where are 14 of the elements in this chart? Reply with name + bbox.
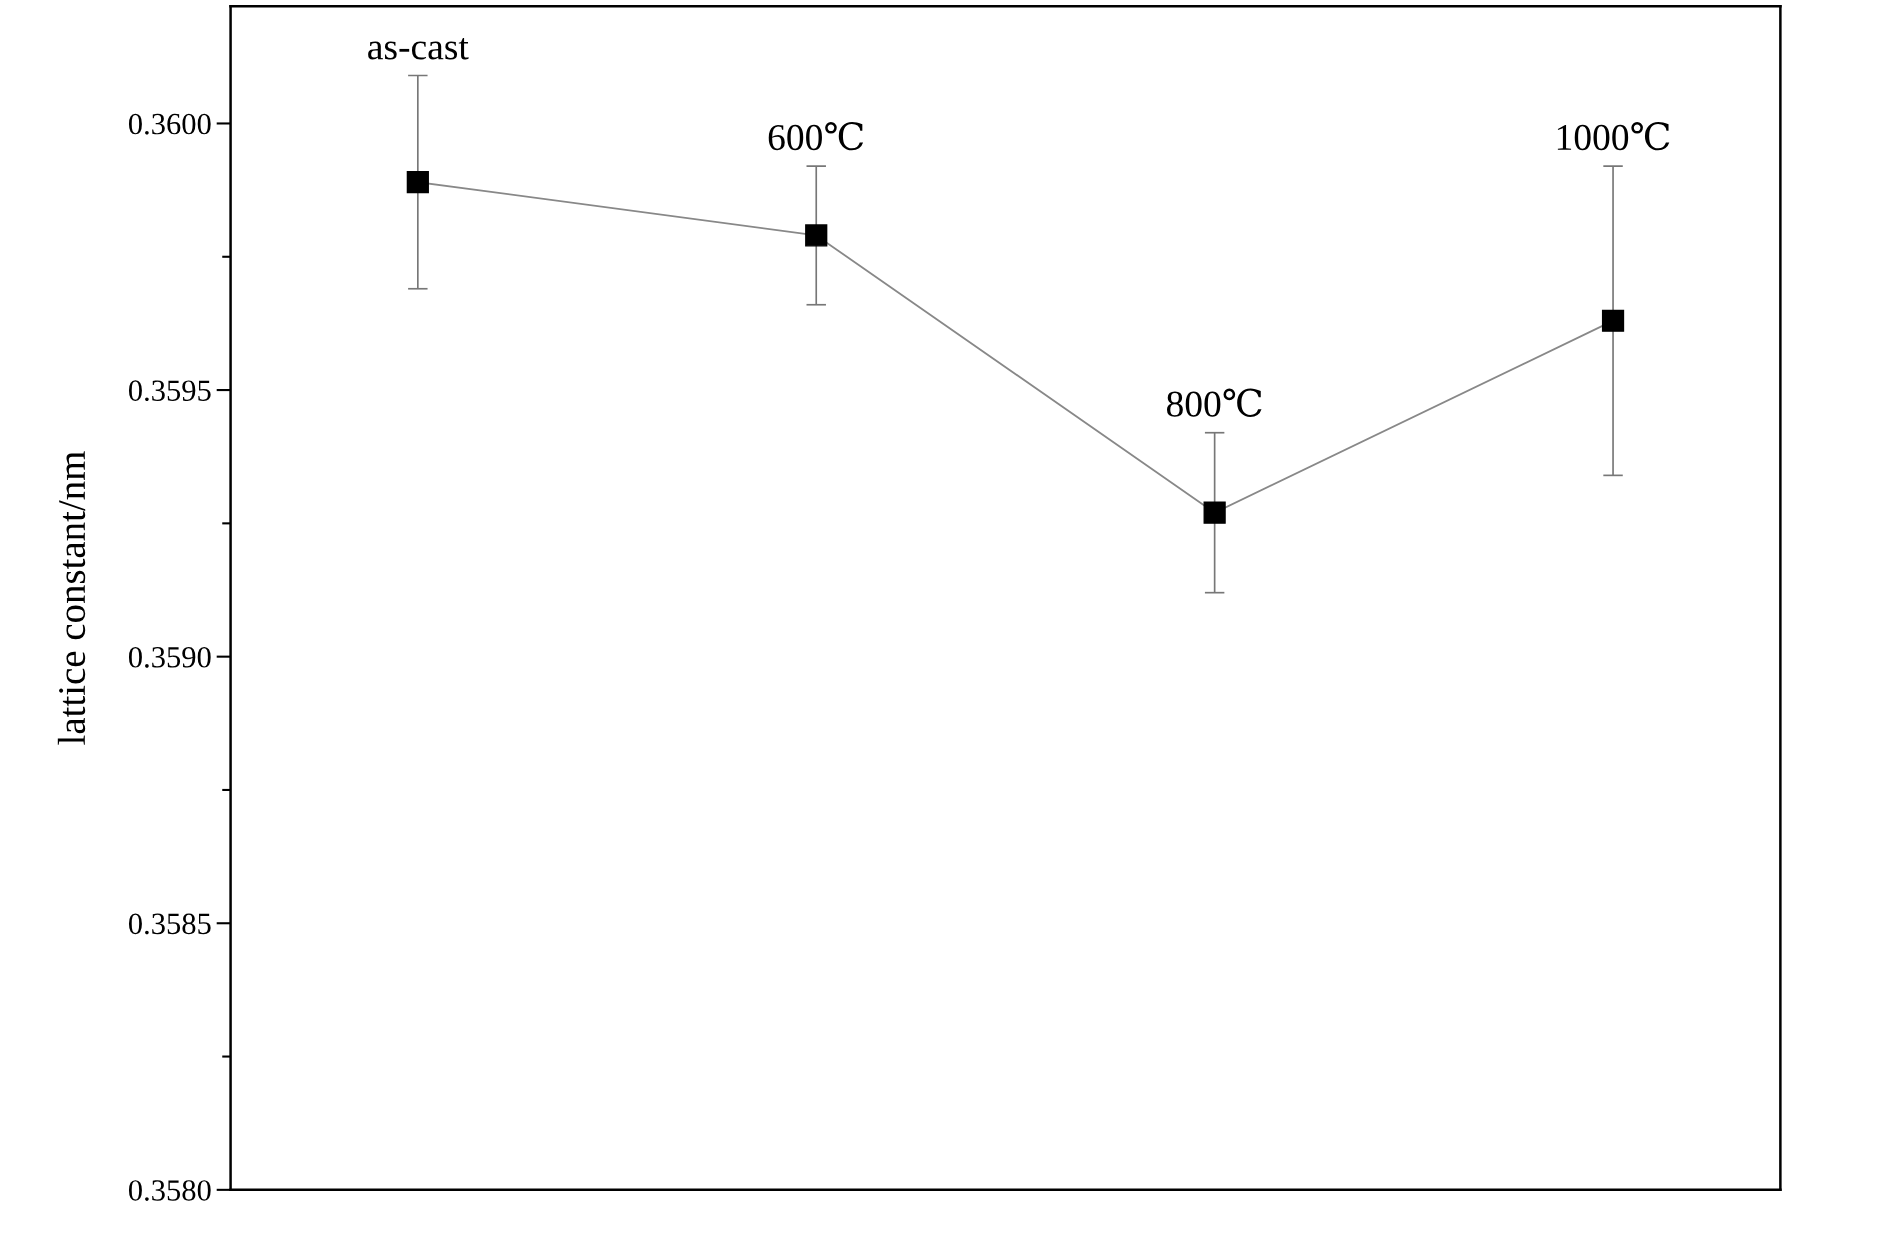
y-tick-label: 0.3580 xyxy=(128,1180,211,1201)
point xyxy=(1203,501,1226,524)
x-tick-label: 1000℃ xyxy=(1557,121,1670,151)
y-tick-label: 0.3600 xyxy=(128,113,211,135)
x-tick-label: 600℃ xyxy=(768,121,864,151)
point xyxy=(805,224,828,247)
point xyxy=(406,171,429,194)
y-tick-label: 0.3585 xyxy=(128,913,211,935)
point xyxy=(1601,309,1625,332)
y-tick-label: 0.3595 xyxy=(128,380,211,402)
y-tick-label: 0.3590 xyxy=(128,646,211,668)
x-tick-label: 800℃ xyxy=(1166,388,1262,417)
x-tick-label: as-cast xyxy=(368,38,469,60)
y-axis-title: lattice constant/nm xyxy=(57,451,86,745)
